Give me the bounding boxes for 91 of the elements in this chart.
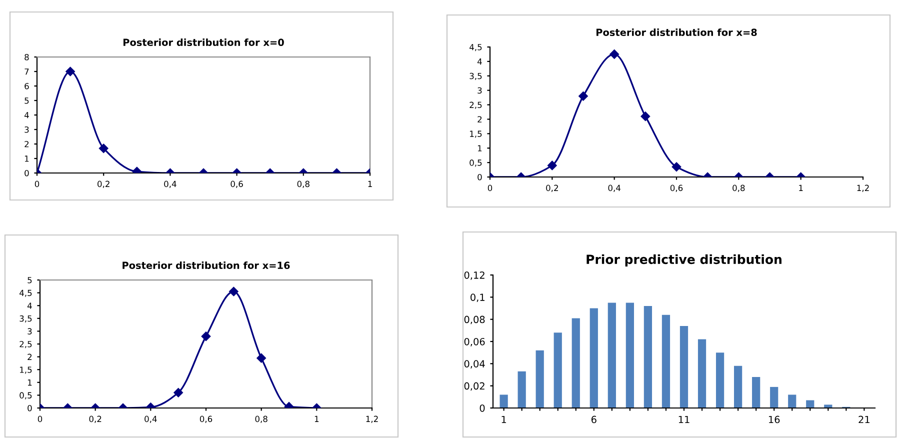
y-tick-label: 3,5: [470, 72, 482, 80]
y-tick-label: 0,02: [464, 382, 484, 391]
y-tick-label: 0,08: [464, 316, 485, 324]
chart-title: Posterior distribution for x=8: [596, 28, 757, 36]
bar: [644, 306, 652, 408]
x-tick-label: 0,2: [89, 416, 102, 423]
y-tick-label: 0: [480, 404, 485, 412]
y-tick-label: 1: [478, 145, 482, 152]
bar: [770, 386, 778, 408]
x-tick-label: 1: [799, 184, 803, 191]
point: [610, 50, 619, 59]
bar: [680, 326, 688, 408]
y-tick-label: 2: [28, 354, 32, 360]
x-tick-label: 0: [34, 180, 40, 188]
y-tick-label: 1: [28, 379, 32, 386]
y-tick-label: 1: [24, 156, 29, 162]
y-tick-label: 8: [24, 54, 29, 60]
bar: [716, 352, 724, 408]
x-tick-label: 1: [502, 416, 506, 424]
y-tick-label: 0,1: [470, 294, 484, 302]
y-tick-label: 3,5: [20, 315, 32, 323]
bar: [572, 318, 580, 408]
y-tick-label: 1,5: [470, 130, 482, 138]
bar: [662, 314, 670, 408]
bar: [536, 350, 544, 408]
x-tick-label: 16: [768, 416, 780, 424]
x-tick-label: 0,6: [230, 180, 243, 188]
y-tick-label: 4: [27, 302, 32, 309]
x-tick-label: 0,2: [546, 184, 558, 192]
y-tick-label: 0: [478, 174, 482, 180]
y-tick-label: 3: [478, 87, 482, 94]
y-tick-label: 4: [24, 112, 29, 118]
y-tick-label: 0,12: [464, 271, 484, 280]
y-tick-label: 0: [28, 404, 32, 412]
x-tick-label: 0,4: [608, 184, 620, 192]
y-tick-label: 0: [24, 170, 29, 176]
chart-title: Prior predictive distribution: [586, 254, 782, 266]
x-tick-label: 1: [368, 180, 372, 187]
x-tick-label: 0,6: [670, 184, 683, 192]
y-tick-label: 5: [24, 98, 29, 104]
y-tick-label: 6: [24, 82, 29, 90]
bar: [518, 371, 526, 408]
y-tick-label: 4: [477, 58, 482, 65]
x-tick-label: 0,8: [255, 416, 268, 423]
y-tick-label: 2: [478, 116, 482, 122]
bar: [608, 302, 616, 408]
y-tick-label: 0,5: [470, 160, 482, 167]
x-tick-label: 6: [591, 416, 596, 424]
y-tick-label: 3: [24, 126, 29, 133]
bar: [554, 332, 562, 408]
x-tick-label: 0,4: [144, 416, 157, 423]
point: [256, 353, 266, 363]
y-tick-label: 2: [24, 140, 29, 148]
y-tick-label: 0,04: [464, 360, 485, 368]
bar: [752, 376, 760, 408]
bar: [698, 339, 706, 408]
bar: [806, 400, 814, 408]
bar: [500, 394, 508, 408]
y-tick-label: 4,5: [20, 290, 32, 297]
point: [201, 332, 211, 341]
y-tick-label: 0,06: [464, 338, 485, 346]
y-tick-label: 7: [24, 68, 29, 75]
bar: [788, 394, 796, 408]
point: [229, 286, 238, 296]
x-tick-label: 1,2: [857, 184, 869, 192]
point: [578, 91, 588, 101]
bar: [626, 302, 634, 408]
x-tick-label: 0,8: [297, 180, 310, 188]
y-tick-label: 2,5: [20, 340, 32, 348]
x-tick-label: 11: [678, 416, 690, 424]
y-tick-label: 5: [28, 277, 32, 284]
x-tick-label: 0,2: [98, 180, 110, 188]
y-tick-label: 4,5: [470, 44, 482, 52]
x-tick-label: 0,8: [732, 184, 745, 192]
x-tick-label: 0: [38, 416, 42, 422]
y-tick-label: 2,5: [470, 102, 482, 109]
x-tick-label: 21: [858, 416, 870, 424]
x-tick-label: 0,6: [200, 416, 212, 423]
y-tick-label: 0,5: [20, 392, 32, 400]
x-tick-label: 1,2: [366, 416, 378, 423]
bar: [590, 308, 598, 408]
chart-title: Posterior distribution for x=16: [122, 262, 290, 270]
x-tick-label: 0,4: [164, 180, 176, 188]
y-tick-label: 3: [28, 328, 32, 334]
x-tick-label: 1: [314, 416, 319, 422]
y-tick-label: 1,5: [20, 366, 32, 374]
x-tick-label: 0: [488, 184, 492, 192]
bar: [734, 366, 742, 408]
point: [640, 112, 650, 121]
chart-title: Posterior distribution for x=0: [124, 38, 284, 46]
point: [66, 66, 75, 76]
